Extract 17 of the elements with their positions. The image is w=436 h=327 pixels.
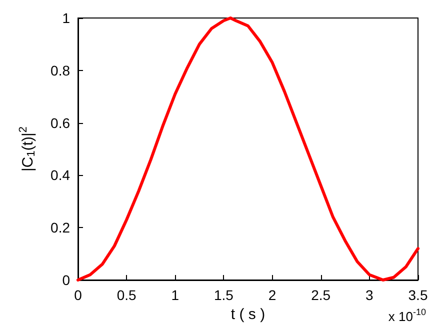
y-tick-label: 0.8 [50,62,70,78]
x-tick-label: 3.5 [408,287,428,303]
x-tick-label: 1 [171,287,180,303]
x-tick-label: 0.5 [116,287,137,303]
y-tick-label: 0.2 [50,220,70,236]
y-tick-label: 1 [62,10,70,26]
x-tick-label: 3 [366,287,374,303]
y-tick-label: 0 [62,272,70,288]
line-series [76,16,420,282]
y-tick-label: 0.6 [50,114,70,131]
y-tick-label: 0.4 [50,167,70,184]
x-tick-label: 2.5 [311,287,331,303]
x-axis-title: t ( s ) [230,306,266,323]
x-tick-label: 2 [268,287,276,303]
x-tick-label: 1.5 [214,287,234,303]
x-tick-label: 0 [74,287,82,303]
y-axis-title: |C1(t)|2 [18,126,38,172]
